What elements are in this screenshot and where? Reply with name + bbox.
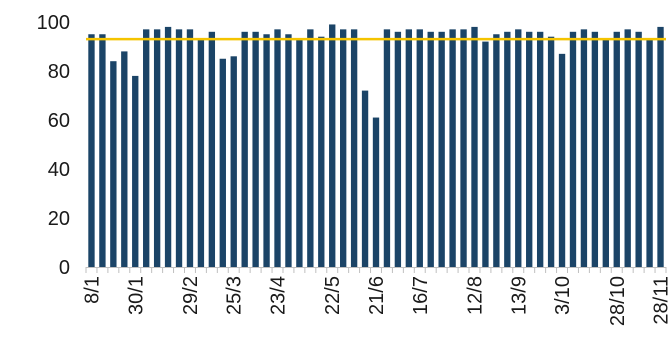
bar bbox=[383, 29, 391, 267]
y-tick-label: 60 bbox=[48, 110, 70, 132]
x-tick-label: 16/7 bbox=[410, 276, 432, 315]
bar bbox=[99, 34, 106, 267]
bar bbox=[394, 31, 402, 267]
bar bbox=[153, 29, 161, 267]
x-tick-label: 25/3 bbox=[224, 276, 246, 315]
bar bbox=[580, 29, 588, 267]
bar bbox=[307, 29, 314, 267]
bar bbox=[121, 51, 128, 268]
bar bbox=[526, 31, 533, 267]
x-tick-label: 30/1 bbox=[125, 276, 147, 315]
x-tick-label: 3/10 bbox=[552, 276, 574, 315]
bar bbox=[591, 31, 599, 267]
x-tick-label: 29/2 bbox=[180, 276, 202, 315]
bar bbox=[350, 29, 358, 267]
bar bbox=[372, 117, 380, 267]
bar bbox=[252, 31, 259, 267]
bar bbox=[274, 29, 281, 267]
bar bbox=[132, 75, 139, 268]
bar bbox=[175, 29, 183, 267]
bar bbox=[646, 39, 653, 268]
bar bbox=[427, 31, 434, 267]
bar bbox=[110, 61, 117, 268]
bar bbox=[197, 39, 205, 268]
y-axis-labels: 0 20 40 60 80 100 bbox=[37, 12, 70, 279]
bar bbox=[635, 31, 642, 267]
bar bbox=[602, 39, 609, 268]
bar bbox=[449, 29, 456, 267]
bar bbox=[296, 39, 303, 268]
bar bbox=[186, 29, 194, 267]
y-tick-label: 40 bbox=[48, 159, 70, 181]
bar bbox=[329, 24, 336, 268]
bar bbox=[164, 26, 172, 268]
bar bbox=[230, 56, 237, 267]
bar bbox=[340, 29, 347, 267]
bar bbox=[460, 29, 467, 267]
y-tick-label: 0 bbox=[59, 257, 70, 279]
bar bbox=[241, 31, 248, 267]
bar bbox=[361, 90, 369, 267]
x-tick-label: 13/9 bbox=[508, 276, 530, 315]
bar bbox=[547, 36, 555, 268]
y-tick-label: 20 bbox=[48, 208, 70, 230]
bar bbox=[657, 26, 664, 268]
y-tick-label: 100 bbox=[37, 12, 70, 34]
bar bbox=[405, 29, 413, 267]
x-axis bbox=[85, 267, 667, 273]
bar bbox=[558, 53, 566, 267]
bar bbox=[569, 31, 577, 267]
bar bbox=[263, 34, 270, 267]
x-tick-label: 12/8 bbox=[464, 276, 486, 315]
bar bbox=[208, 31, 216, 267]
bar bbox=[438, 31, 445, 267]
bar bbox=[285, 34, 292, 267]
bar bbox=[219, 58, 226, 267]
bar bbox=[624, 29, 631, 267]
x-tick-label: 8/1 bbox=[81, 276, 103, 304]
bar bbox=[88, 34, 95, 267]
bar bbox=[493, 34, 500, 267]
bar bbox=[482, 41, 489, 267]
x-tick-label: 28/11 bbox=[651, 276, 668, 325]
x-tick-label: 28/10 bbox=[607, 276, 629, 326]
bar bbox=[536, 31, 544, 267]
x-axis-labels: 8/1 30/1 29/2 25/3 23/4 22/5 21/6 16/7 12/8 13/9 3… bbox=[81, 276, 668, 326]
bars bbox=[88, 24, 664, 268]
x-tick-label: 23/4 bbox=[268, 276, 290, 315]
bar bbox=[613, 31, 620, 267]
bar bbox=[504, 31, 511, 267]
bar bbox=[416, 29, 423, 267]
bar bbox=[515, 29, 522, 267]
x-tick-label: 21/6 bbox=[366, 276, 388, 315]
x-tick-label: 22/5 bbox=[322, 276, 344, 315]
bar bbox=[471, 26, 478, 268]
bar bbox=[143, 29, 150, 267]
bar bbox=[318, 36, 325, 268]
y-tick-label: 80 bbox=[48, 61, 70, 83]
